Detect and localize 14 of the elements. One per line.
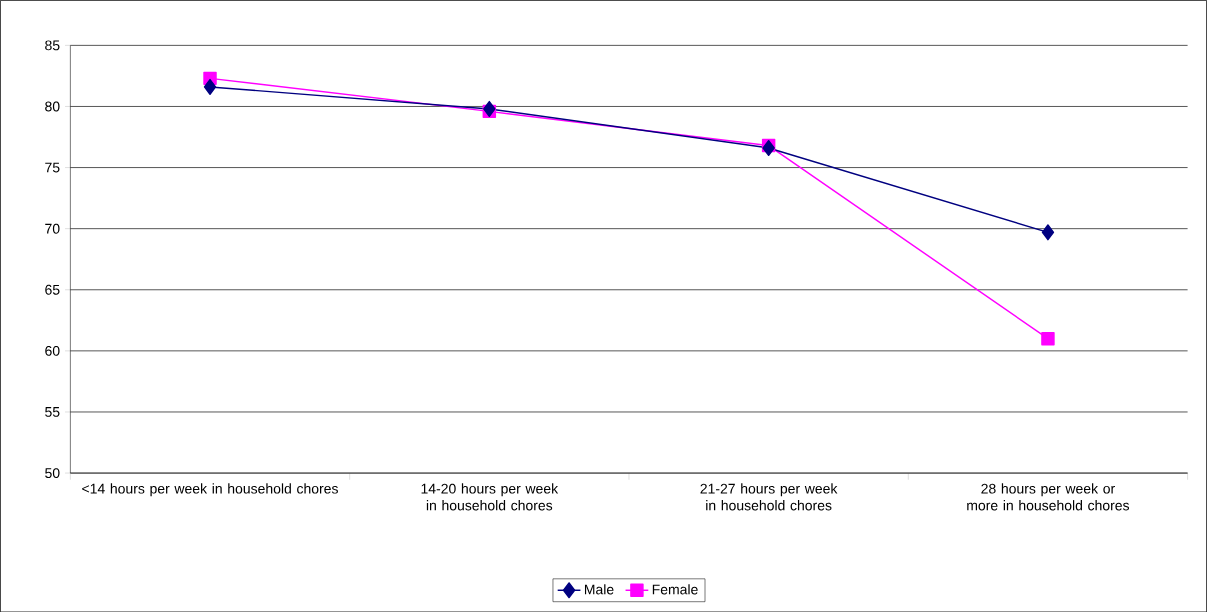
y-tick-label: 85 [45, 40, 60, 51]
y-tick-label: 50 [45, 467, 60, 478]
y-tick-label: 60 [45, 345, 60, 356]
x-tick-label: <14 hours per week in household chores [82, 483, 338, 497]
x-tick-label: 14-20 hours per week in household chores [421, 483, 559, 511]
y-tick-label: 75 [45, 162, 60, 173]
y-tick-label: 55 [45, 406, 60, 417]
x-tick-label: 28 hours per week or more in household chores [967, 483, 1130, 511]
y-tick-label: 65 [45, 284, 60, 295]
y-tick-label: 80 [45, 101, 60, 112]
x-tick-label: 21-27 hours per week in household chores [700, 483, 838, 511]
y-tick-label: 70 [45, 223, 60, 234]
legend-label: Female [652, 583, 698, 595]
legend-label: Male [584, 583, 614, 595]
